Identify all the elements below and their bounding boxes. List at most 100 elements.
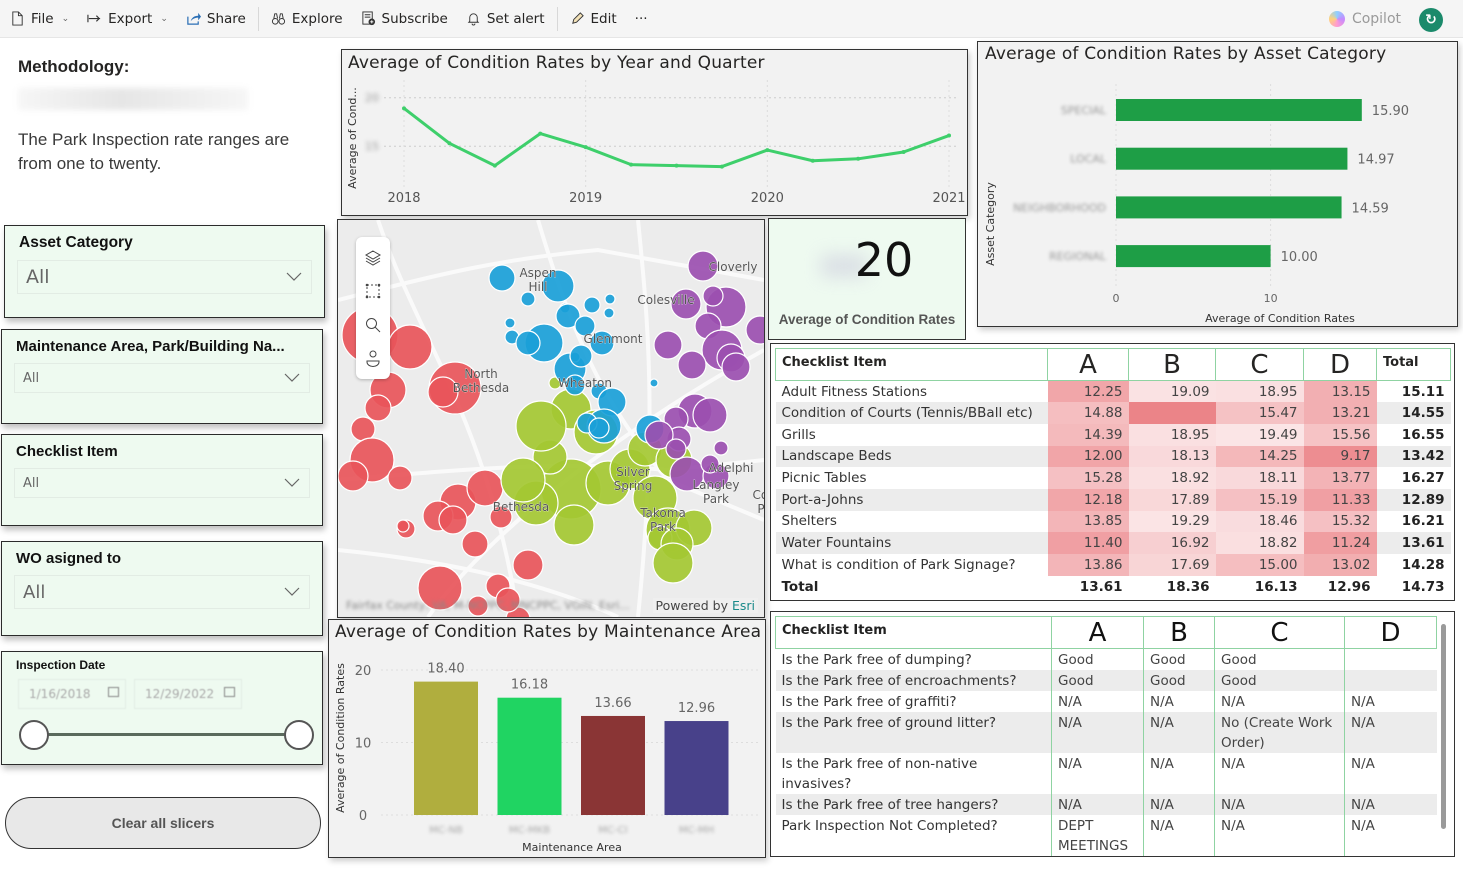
matrix-cell[interactable]: 11.24 bbox=[1303, 532, 1377, 554]
map-visual[interactable]: Aspen Hill Cloverly Colesville Glenmont North… bbox=[337, 219, 765, 618]
bar[interactable] bbox=[497, 697, 562, 815]
explore-button[interactable]: Explore bbox=[262, 0, 352, 38]
map-bubble[interactable] bbox=[603, 307, 615, 319]
matrix-cell[interactable]: 15.32 bbox=[1303, 510, 1377, 533]
status-cell[interactable]: N/A bbox=[1214, 691, 1345, 712]
matrix-cell[interactable]: 18.11 bbox=[1215, 467, 1304, 489]
status-cell[interactable]: Good bbox=[1214, 648, 1345, 670]
matrix-cell[interactable]: 13.86 bbox=[1047, 554, 1129, 576]
status-cell[interactable]: N/A bbox=[1344, 794, 1437, 815]
edit-button[interactable]: Edit bbox=[561, 0, 626, 38]
matrix-cell[interactable]: 17.89 bbox=[1128, 488, 1216, 511]
matrix-row[interactable]: Picnic Tables 15.28 18.92 18.11 13.77 16.27 bbox=[776, 467, 1451, 489]
matrix-cell[interactable]: 15.00 bbox=[1215, 554, 1304, 576]
matrix-cell[interactable]: 15.56 bbox=[1303, 423, 1377, 446]
matrix-cell[interactable]: 19.49 bbox=[1215, 423, 1304, 446]
matrix-cell[interactable]: 17.69 bbox=[1128, 554, 1216, 576]
matrix-cell[interactable]: 13.77 bbox=[1303, 467, 1377, 489]
status-row[interactable]: Is the Park free of dumping? Good Good Good bbox=[776, 648, 1437, 670]
date-range-end-handle[interactable] bbox=[284, 720, 314, 750]
map-bubble[interactable] bbox=[417, 565, 463, 611]
col-header-d[interactable]: D bbox=[1344, 616, 1437, 649]
file-menu[interactable]: File ⌄ bbox=[0, 0, 78, 38]
status-cell[interactable]: N/A bbox=[1143, 712, 1215, 753]
col-header-c[interactable]: C bbox=[1215, 348, 1304, 381]
status-cell[interactable]: N/A bbox=[1143, 815, 1215, 856]
export-menu[interactable]: Export ⌄ bbox=[78, 0, 177, 38]
map-bubble[interactable] bbox=[461, 530, 489, 558]
map-bubble[interactable] bbox=[515, 330, 541, 356]
line-series[interactable] bbox=[403, 107, 950, 169]
map-bubble[interactable] bbox=[644, 420, 674, 450]
map-bubble[interactable] bbox=[670, 288, 702, 320]
map-bubble[interactable] bbox=[588, 417, 610, 439]
matrix-row[interactable]: What is condition of Park Signage? 13.86 1… bbox=[776, 554, 1451, 576]
line-point[interactable] bbox=[856, 156, 861, 161]
refresh-icon[interactable]: ↻ bbox=[1419, 8, 1443, 32]
status-row[interactable]: Is the Park free of graffiti? N/A N/A N/A N/… bbox=[776, 691, 1437, 712]
map-bubble[interactable] bbox=[702, 285, 724, 307]
status-cell[interactable]: Good bbox=[1143, 670, 1215, 691]
map-bubble[interactable] bbox=[721, 352, 751, 382]
map-bubble[interactable] bbox=[504, 317, 516, 329]
line-point[interactable] bbox=[492, 163, 497, 168]
status-cell[interactable] bbox=[1344, 648, 1437, 670]
map-bubble[interactable] bbox=[569, 344, 593, 368]
map-bubble[interactable] bbox=[396, 519, 410, 533]
share-button[interactable]: Share bbox=[177, 0, 255, 38]
line-point[interactable] bbox=[719, 164, 724, 169]
date-range-track[interactable] bbox=[34, 733, 299, 736]
map-bubble[interactable] bbox=[512, 549, 544, 581]
matrix-row[interactable]: Port-a-Johns 12.18 17.89 15.19 11.33 12.89 bbox=[775, 488, 1451, 511]
col-header-c[interactable]: C bbox=[1214, 616, 1345, 649]
matrix-cell[interactable]: 13.15 bbox=[1303, 380, 1377, 403]
status-cell[interactable]: N/A bbox=[1214, 794, 1345, 815]
asset-category-dropdown[interactable]: All bbox=[17, 260, 312, 294]
bar[interactable] bbox=[414, 681, 478, 815]
status-cell[interactable] bbox=[1344, 670, 1437, 691]
status-row[interactable]: Is the Park free of ground litter? N/A N/A… bbox=[775, 712, 1437, 753]
map-bubble[interactable] bbox=[574, 315, 596, 337]
line-point[interactable] bbox=[765, 148, 770, 153]
map-bubble[interactable] bbox=[583, 296, 601, 314]
line-point[interactable] bbox=[629, 162, 634, 167]
more-options-button[interactable]: ··· bbox=[626, 0, 657, 38]
matrix-cell[interactable]: 13.85 bbox=[1047, 510, 1129, 533]
matrix-row[interactable]: Landscape Beds 12.00 18.13 14.25 9.17 13.42 bbox=[775, 445, 1451, 468]
status-cell[interactable]: N/A bbox=[1051, 691, 1144, 712]
line-chart-visual[interactable]: Average of Condition Rates by Year and Q… bbox=[341, 49, 968, 216]
status-cell[interactable]: N/A bbox=[1143, 794, 1215, 815]
status-row[interactable]: Park Inspection Not Completed? DEPT MEETI… bbox=[776, 815, 1437, 856]
map-bubble[interactable] bbox=[665, 438, 687, 460]
map-bubble[interactable] bbox=[500, 457, 546, 503]
matrix-cell[interactable]: 12.00 bbox=[1047, 445, 1129, 468]
map-bubble[interactable] bbox=[604, 293, 616, 305]
map-bubble[interactable] bbox=[387, 465, 413, 491]
line-point[interactable] bbox=[538, 131, 543, 136]
matrix-cell[interactable]: 14.39 bbox=[1047, 423, 1129, 446]
status-cell[interactable]: N/A bbox=[1344, 691, 1437, 712]
matrix-cell[interactable]: 15.47 bbox=[1215, 402, 1304, 424]
matrix-row[interactable]: Condition of Courts (Tennis/BBall etc) 14… bbox=[775, 402, 1451, 424]
status-row[interactable]: Is the Park free of tree hangers? N/A N/A N… bbox=[775, 794, 1437, 815]
matrix-cell[interactable] bbox=[1128, 402, 1216, 424]
line-point[interactable] bbox=[583, 145, 588, 150]
map-bubble[interactable] bbox=[387, 324, 433, 370]
checklist-item-dropdown[interactable]: All bbox=[14, 468, 310, 498]
matrix-row[interactable]: Shelters 13.85 19.29 18.46 15.32 16.21 bbox=[776, 510, 1451, 533]
map-bubble[interactable] bbox=[467, 595, 489, 617]
bar[interactable] bbox=[1116, 147, 1348, 170]
line-point[interactable] bbox=[402, 106, 406, 111]
status-cell[interactable]: N/A bbox=[1051, 794, 1144, 815]
bar[interactable] bbox=[1116, 245, 1271, 268]
line-point[interactable] bbox=[674, 163, 679, 168]
map-canvas[interactable]: Aspen Hill Cloverly Colesville Glenmont North… bbox=[338, 220, 764, 617]
col-header-d[interactable]: D bbox=[1303, 348, 1377, 381]
matrix-row[interactable]: Adult Fitness Stations 12.25 19.09 18.95 13.… bbox=[776, 380, 1451, 403]
col-header-total[interactable]: Total bbox=[1376, 348, 1451, 381]
status-cell[interactable]: Good bbox=[1214, 670, 1345, 691]
matrix-cell[interactable]: 18.82 bbox=[1215, 532, 1304, 554]
status-cell[interactable]: DEPT MEETINGS & bbox=[1051, 815, 1144, 856]
map-bubble[interactable] bbox=[692, 397, 728, 433]
map-bubble[interactable] bbox=[541, 269, 575, 303]
